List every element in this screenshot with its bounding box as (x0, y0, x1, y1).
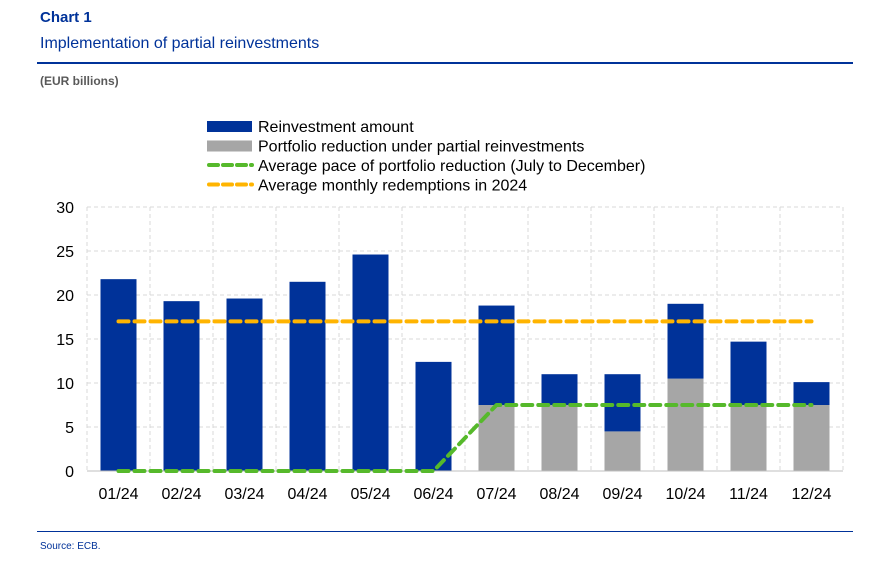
y-tick-label: 5 (65, 420, 74, 437)
x-tick-label: 07/24 (476, 486, 516, 503)
x-tick-label: 08/24 (539, 486, 579, 503)
x-tick-label: 03/24 (224, 486, 264, 503)
bar-reinvestment-amount (163, 301, 200, 471)
bar-portfolio-reduction (667, 378, 704, 471)
unit-label: (EUR billions) (40, 74, 119, 88)
legend-swatch-portfolio-reduction (207, 140, 252, 152)
bar-reinvestment-amount (415, 361, 452, 471)
y-tick-label: 25 (56, 244, 74, 261)
y-tick-label: 0 (65, 464, 74, 481)
bar-reinvestment-amount (352, 254, 389, 471)
legend-label: Reinvestment amount (258, 119, 414, 136)
y-tick-label: 10 (56, 376, 74, 393)
line-average-pace-portfolio-reduction (116, 403, 814, 473)
x-tick-label: 10/24 (665, 486, 705, 503)
x-tick-label: 12/24 (791, 486, 831, 503)
legend-swatch-reinvestment (207, 121, 252, 132)
bar-reinvestment-amount (289, 281, 326, 471)
bar-reinvestment-amount (541, 374, 578, 405)
y-tick-label: 20 (56, 288, 74, 305)
legend-label: Average pace of portfolio reduction (Jul… (258, 158, 645, 175)
x-tick-label: 02/24 (161, 486, 201, 503)
header-rule (37, 62, 853, 64)
bar-portfolio-reduction (793, 405, 830, 471)
bar-reinvestment-amount (100, 279, 137, 471)
source-note: Source: ECB. (40, 541, 101, 552)
bar-reinvestment-amount (226, 298, 263, 471)
x-tick-label: 09/24 (602, 486, 642, 503)
x-tick-label: 05/24 (350, 486, 390, 503)
legend-label: Average monthly redemptions in 2024 (258, 178, 527, 195)
bar-portfolio-reduction (478, 405, 515, 471)
legend-label: Portfolio reduction under partial reinve… (258, 139, 584, 156)
footer-rule (37, 531, 853, 532)
chart-label: Chart 1 (40, 9, 92, 26)
bar-reinvestment-amount (730, 341, 767, 405)
y-tick-label: 30 (56, 200, 74, 217)
bar-reinvestment-amount (793, 382, 830, 405)
x-tick-label: 06/24 (413, 486, 453, 503)
chart-title: Implementation of partial reinvestments (40, 35, 320, 52)
bar-portfolio-reduction (730, 405, 767, 471)
y-tick-label: 15 (56, 332, 74, 349)
x-tick-label: 11/24 (729, 486, 768, 503)
bar-portfolio-reduction (541, 405, 578, 471)
bar-reinvestment-amount (667, 303, 704, 379)
x-tick-label: 04/24 (287, 486, 327, 503)
x-tick-label: 01/24 (98, 486, 138, 503)
bar-portfolio-reduction (604, 431, 641, 471)
bar-reinvestment-amount (604, 374, 641, 432)
